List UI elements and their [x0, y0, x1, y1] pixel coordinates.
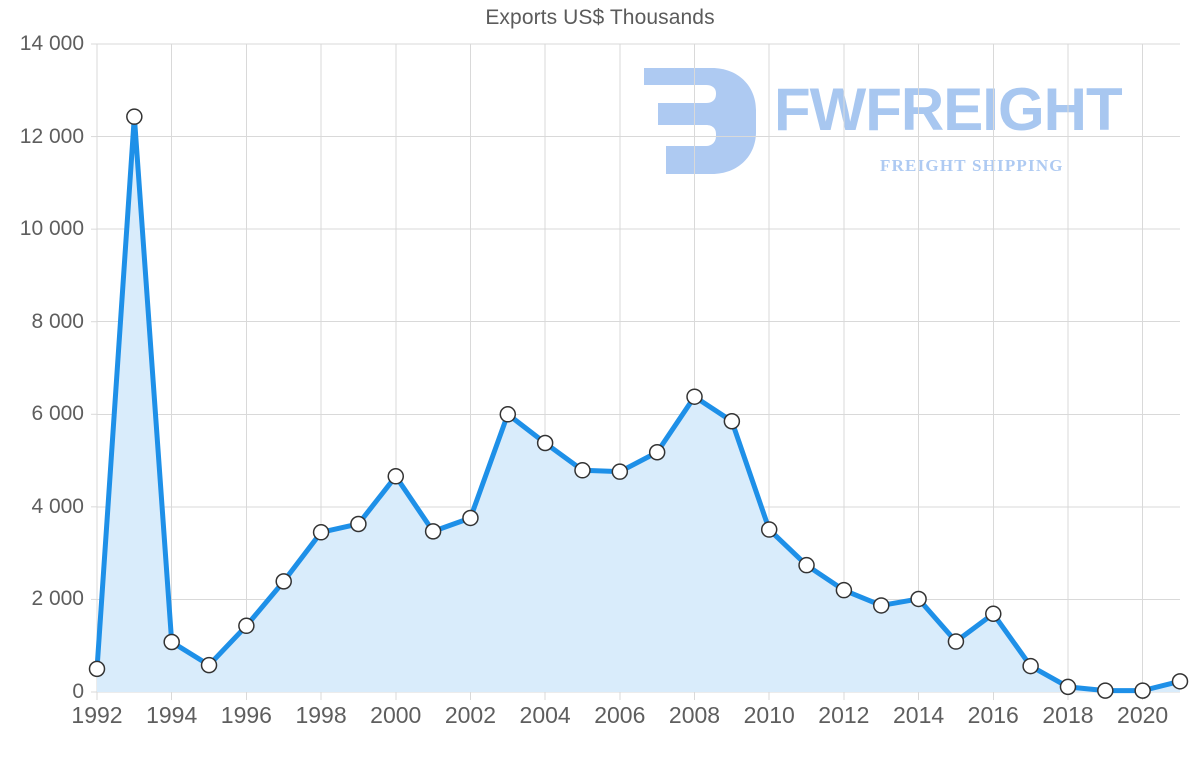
x-axis-tick-label: 1998	[295, 702, 347, 728]
data-point-marker[interactable]	[648, 443, 666, 461]
x-axis-tick-label: 2002	[444, 702, 497, 728]
data-point-marker[interactable]	[200, 656, 218, 674]
x-axis-tick-label: 2014	[892, 702, 945, 728]
chart-title: Exports US$ Thousands	[485, 6, 715, 29]
data-point-marker[interactable]	[350, 515, 367, 533]
data-point-marker[interactable]	[574, 462, 591, 479]
data-point-marker[interactable]	[760, 521, 778, 538]
x-axis-tick-label: 2016	[967, 702, 1019, 728]
data-series	[88, 108, 1189, 699]
data-point-marker[interactable]	[499, 406, 517, 423]
data-point-marker[interactable]	[1059, 678, 1077, 696]
y-axis-tick-label: 8 000	[31, 309, 84, 333]
x-axis-tick-label: 1994	[146, 702, 198, 728]
x-axis-tick-label: 2010	[743, 702, 795, 728]
x-axis-tick-label: 2008	[668, 702, 721, 728]
data-point-marker[interactable]	[910, 590, 927, 608]
data-point-marker[interactable]	[835, 581, 853, 599]
data-point-marker[interactable]	[985, 605, 1002, 623]
data-point-marker[interactable]	[424, 523, 442, 540]
y-axis-tick-label: 12 000	[19, 124, 84, 148]
data-point-marker[interactable]	[462, 509, 479, 527]
plot-area	[88, 43, 1189, 700]
y-axis-tick-label: 2 000	[31, 587, 84, 611]
data-point-marker[interactable]	[1022, 657, 1039, 675]
x-axis-tick-label: 1996	[220, 702, 272, 728]
data-point-marker[interactable]	[798, 556, 815, 574]
x-axis-tick-label: 2004	[519, 702, 571, 728]
data-point-marker[interactable]	[1097, 682, 1114, 699]
y-axis-tick-label: 0	[72, 680, 84, 703]
data-point-marker[interactable]	[126, 108, 143, 125]
y-axis-tick-label: 14 000	[19, 32, 84, 55]
data-point-marker[interactable]	[536, 434, 554, 452]
y-axis-tick-label: 10 000	[19, 217, 84, 241]
data-point-marker[interactable]	[947, 633, 965, 650]
data-point-marker[interactable]	[611, 463, 629, 480]
data-point-marker[interactable]	[1134, 682, 1151, 699]
x-axis-tick-label: 2000	[370, 702, 422, 728]
x-axis: 1992 1994 1996 1998 2000 2002 2004 2006 2008 2010…	[71, 702, 1180, 742]
data-point-marker[interactable]	[1171, 673, 1189, 690]
data-point-marker[interactable]	[88, 660, 106, 678]
data-point-marker[interactable]	[163, 633, 180, 651]
x-axis-tick-label: 2006	[594, 702, 646, 728]
x-axis-tick-label: 1992	[71, 702, 123, 728]
series-line	[94, 114, 1183, 694]
x-axis-tick-label: 2018	[1042, 702, 1094, 728]
data-point-marker[interactable]	[275, 573, 292, 590]
data-point-marker[interactable]	[312, 524, 330, 541]
x-axis-tick-label: 2012	[818, 702, 870, 728]
x-axis-tick-label: 2020	[1117, 702, 1169, 728]
data-point-marker[interactable]	[686, 388, 703, 405]
data-point-marker[interactable]	[723, 412, 741, 430]
data-point-marker[interactable]	[872, 597, 890, 614]
y-axis-tick-label: 4 000	[31, 494, 84, 518]
y-axis: 0 2 000 4 000 6 000 8 000 10 000 12 000 14 000	[0, 32, 84, 703]
series-area-fill	[97, 116, 1180, 693]
data-point-marker[interactable]	[387, 468, 405, 485]
y-axis-tick-label: 6 000	[31, 402, 84, 426]
data-point-marker[interactable]	[238, 617, 255, 635]
